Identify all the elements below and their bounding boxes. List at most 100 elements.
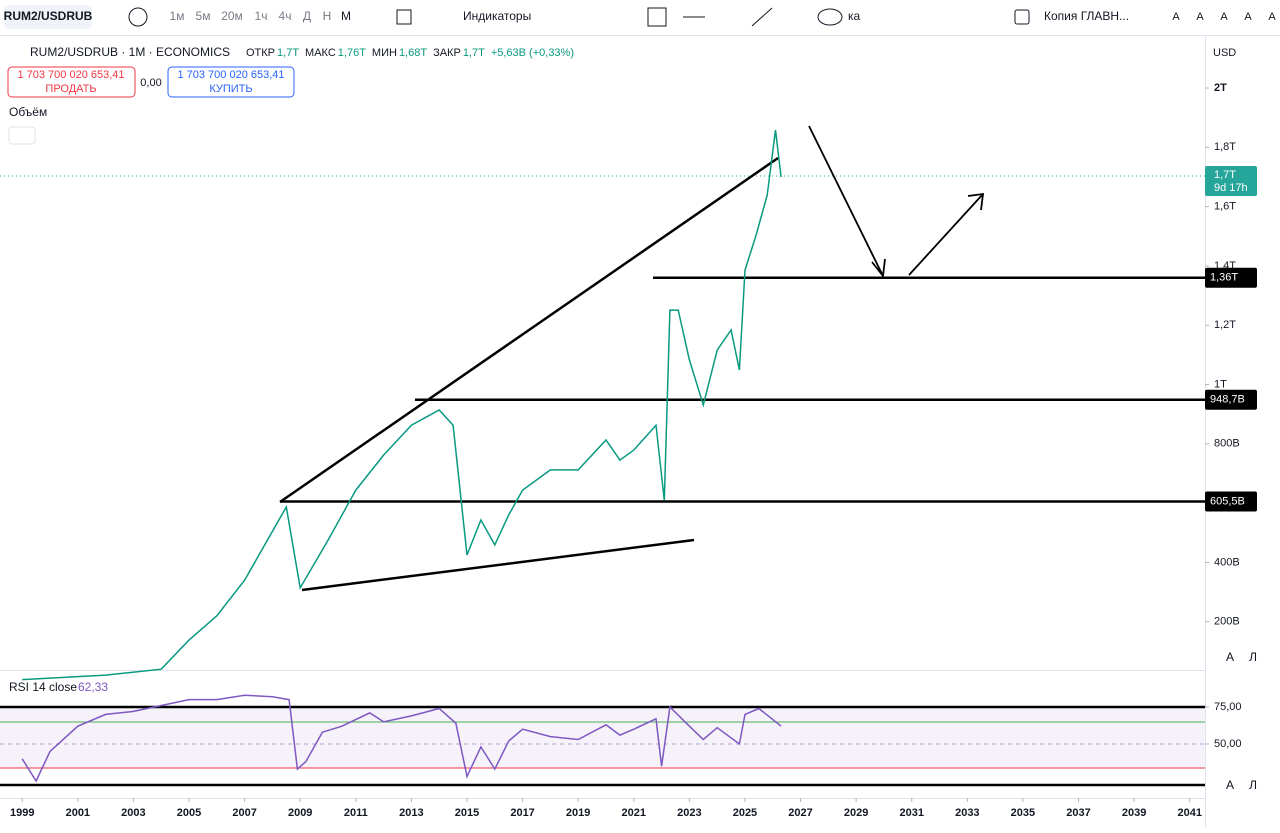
rect-tool[interactable] <box>647 7 667 27</box>
time-tick-label: 2009 <box>288 807 312 819</box>
rsi-band <box>0 707 1205 768</box>
layout-name[interactable]: Копия ГЛАВН... <box>1044 9 1129 23</box>
symbol[interactable]: RUM2/USDRUB <box>4 9 93 23</box>
time-tick-label: 1999 <box>10 807 34 819</box>
ohlc-value: 1,76T <box>338 47 366 59</box>
level-label: 948,7B <box>1210 394 1245 406</box>
drawings <box>279 125 985 592</box>
time-tick-label: 2005 <box>177 807 201 819</box>
time-tick-label: 2037 <box>1066 807 1090 819</box>
sell-label[interactable]: ПРОДАТЬ <box>45 83 96 95</box>
scale-button[interactable]: Л <box>1249 650 1257 664</box>
buy-label[interactable]: КУПИТЬ <box>209 83 252 95</box>
interval[interactable]: 1м <box>170 9 185 23</box>
font-button[interactable]: A <box>1220 11 1228 23</box>
time-tick-label: 2021 <box>622 807 646 819</box>
buy-price[interactable]: 1 703 700 020 653,41 <box>177 69 284 81</box>
change: +5,63B (+0,33%) <box>491 47 574 59</box>
buy-button[interactable] <box>167 66 295 98</box>
countdown: 9d 17h <box>1214 182 1248 194</box>
time-tick-label: 2019 <box>566 807 590 819</box>
collapse-button[interactable] <box>8 126 36 145</box>
rsi-tick-label: 50,00 <box>1214 738 1242 750</box>
time-tick-label: 2001 <box>66 807 90 819</box>
interval[interactable]: 20м <box>221 9 243 23</box>
scale-button[interactable]: Л <box>1249 778 1257 792</box>
layout-checkbox[interactable] <box>1014 9 1030 25</box>
level-tag <box>1205 267 1257 288</box>
rsi-line <box>21 694 782 783</box>
arrow-up <box>908 193 984 276</box>
time-tick-label: 2027 <box>788 807 812 819</box>
volume-label: Объём <box>9 105 47 119</box>
last-price-label: 1,7T <box>1214 169 1236 181</box>
time-tick-label: 2007 <box>232 807 256 819</box>
ellipse-tool[interactable] <box>817 8 843 26</box>
arrow-down <box>808 125 884 277</box>
scale-button[interactable]: А <box>1226 778 1234 792</box>
candles-icon[interactable] <box>396 9 412 25</box>
arrow-head <box>967 192 985 211</box>
toolbar <box>0 0 1280 35</box>
symbol-box[interactable] <box>4 5 92 29</box>
price-tick-label: 2T <box>1214 82 1227 94</box>
ray-tool[interactable] <box>751 7 773 27</box>
level-tag <box>1205 491 1257 512</box>
scale-button[interactable]: А <box>1226 650 1234 664</box>
font-button[interactable]: A <box>1172 11 1180 23</box>
last-price-tag <box>1205 165 1257 196</box>
indicators[interactable]: Индикаторы <box>463 9 531 23</box>
time-tick-label: 2039 <box>1122 807 1146 819</box>
sell-price[interactable]: 1 703 700 020 653,41 <box>17 69 124 81</box>
spread: 0,00 <box>140 77 161 89</box>
time-tick-label: 2011 <box>344 807 368 819</box>
price-tick-label: 1,6T <box>1214 201 1236 213</box>
ohlc-value: 1,7T <box>463 47 485 59</box>
level-tag <box>1205 389 1257 410</box>
add-symbol[interactable] <box>128 7 148 27</box>
ohlc-label: ЗАКР <box>433 47 461 59</box>
ohlc-value: 1,68T <box>399 47 427 59</box>
price-tick-label: 1T <box>1214 378 1227 390</box>
ohlc-value: 1,7T <box>277 47 299 59</box>
interval[interactable]: Н <box>323 9 332 23</box>
time-tick-label: 2003 <box>121 807 145 819</box>
rsi-last: 62,33 <box>78 680 108 694</box>
font-button[interactable]: A <box>1196 11 1204 23</box>
sell-button[interactable] <box>7 66 136 98</box>
legend-title: RUM2/USDRUB · 1M · ECONOMICS <box>30 45 230 59</box>
interval[interactable]: Д <box>303 9 311 23</box>
price-tick-label: 200B <box>1214 616 1240 628</box>
level-label: 1,36T <box>1210 272 1238 284</box>
rsi-tick-label: 75,00 <box>1214 701 1242 713</box>
time-tick-label: 2033 <box>955 807 979 819</box>
time-tick-label: 2015 <box>455 807 479 819</box>
price-tick-label: 400B <box>1214 556 1240 568</box>
time-tick-label: 2023 <box>677 807 701 819</box>
time-tick-label: 2041 <box>1177 807 1201 819</box>
interval[interactable]: 1ч <box>255 9 268 23</box>
font-button[interactable]: A <box>1268 11 1276 23</box>
time-tick-label: 2029 <box>844 807 868 819</box>
time-tick-label: 2031 <box>899 807 923 819</box>
time-tick-label: 2035 <box>1011 807 1035 819</box>
interval[interactable]: 5м <box>196 9 211 23</box>
tool-label: ка <box>848 9 861 23</box>
trend-line <box>279 156 779 504</box>
time-tick-label: 2013 <box>399 807 423 819</box>
trend-line <box>301 538 695 592</box>
level-label: 605,5B <box>1210 495 1245 507</box>
interval[interactable]: М <box>341 9 351 23</box>
font-button[interactable]: A <box>1244 11 1252 23</box>
arrow-head <box>871 258 886 279</box>
ohlc-label: МИН <box>372 47 397 59</box>
price-tick-label: 1,2T <box>1214 319 1236 331</box>
ohlc-label: МАКС <box>305 47 336 59</box>
price-line <box>22 130 782 681</box>
interval[interactable]: 4ч <box>279 9 292 23</box>
ohlc-label: ОТКР <box>246 47 275 59</box>
rsi-title: RSI 14 close <box>9 680 77 694</box>
price-tick-label: 800B <box>1214 438 1240 450</box>
time-tick-label: 2025 <box>733 807 757 819</box>
